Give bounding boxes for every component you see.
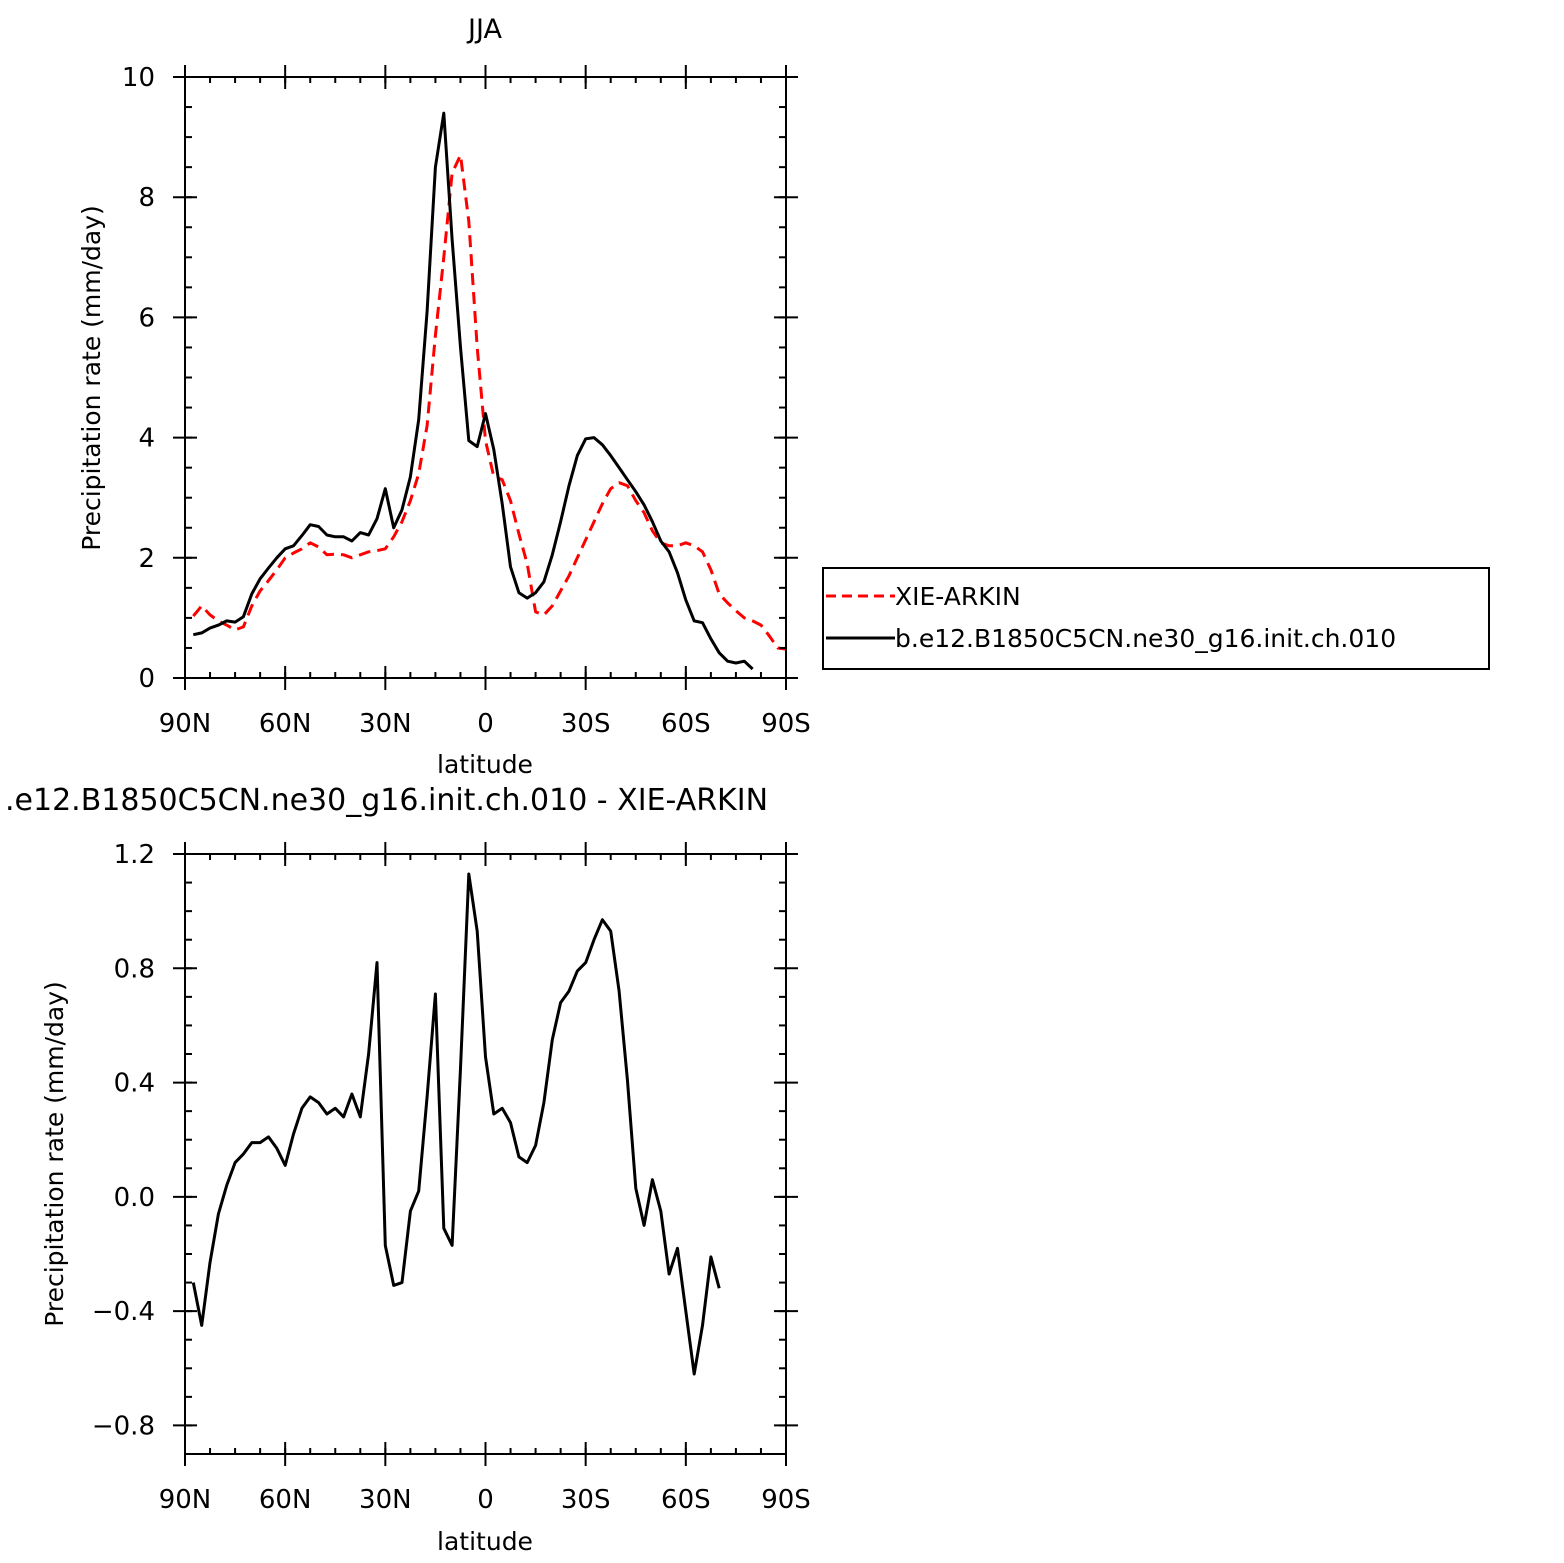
top-x-tick-label: 30S: [561, 709, 611, 739]
bottom-y-tick-label: 0.8: [114, 954, 155, 984]
bottom-x-tick-label: 30S: [561, 1485, 611, 1515]
bottom-y-tick-label: 1.2: [114, 840, 155, 870]
top-y-tick-label: 8: [138, 183, 155, 213]
bottom-y-axis-label: Precipitation rate (mm/day): [40, 981, 69, 1327]
bottom-y-tick-label: 0.0: [114, 1183, 155, 1213]
top-x-tick-label: 0: [477, 709, 494, 739]
top-x-tick-label: 30N: [359, 709, 412, 739]
bottom-x-axis-label: latitude: [437, 1527, 533, 1556]
top-x-tick-label: 60N: [259, 709, 312, 739]
legend-label-xie-arkin: XIE-ARKIN: [895, 582, 1021, 611]
bottom-panel-title: .e12.B1850C5CN.ne30_g16.init.ch.010 - XI…: [5, 783, 768, 818]
legend-box: [822, 567, 1490, 670]
bottom-x-tick-label: 60S: [661, 1485, 711, 1515]
top-x-tick-label: 90S: [761, 709, 811, 739]
legend-label-model: b.e12.B1850C5CN.ne30_g16.init.ch.010: [895, 624, 1396, 653]
bottom-x-tick-label: 0: [477, 1485, 494, 1515]
bottom-series-line-0: [191, 872, 721, 1376]
top-x-tick-label: 60S: [661, 709, 711, 739]
legend: XIE-ARKIN b.e12.B1850C5CN.ne30_g16.init.…: [822, 567, 1490, 670]
top-y-axis-label: Precipitation rate (mm/day): [77, 205, 106, 551]
top-series-line-1: [192, 111, 754, 671]
bottom-y-tick-label: −0.4: [92, 1297, 155, 1327]
bottom-panel: .e12.B1850C5CN.ne30_g16.init.ch.010 - XI…: [5, 783, 811, 1556]
top-y-tick-label: 10: [122, 63, 155, 93]
top-y-tick-label: 2: [138, 544, 155, 574]
top-panel-title: JJA: [466, 14, 502, 45]
bottom-y-tick-label: −0.8: [92, 1411, 155, 1441]
bottom-x-tick-label: 90S: [761, 1485, 811, 1515]
top-plot-frame: [184, 76, 787, 679]
top-x-tick-label: 90N: [159, 709, 212, 739]
bottom-x-tick-label: 60N: [259, 1485, 312, 1515]
bottom-x-tick-label: 90N: [159, 1485, 212, 1515]
bottom-x-tick-label: 30N: [359, 1485, 412, 1515]
bottom-y-tick-label: 0.4: [114, 1069, 155, 1099]
top-series-line-0: [192, 153, 787, 651]
top-x-axis-label: latitude: [437, 750, 533, 779]
top-y-tick-label: 6: [138, 303, 155, 333]
top-y-tick-label: 0: [138, 664, 155, 694]
top-y-tick-label: 4: [138, 424, 155, 454]
